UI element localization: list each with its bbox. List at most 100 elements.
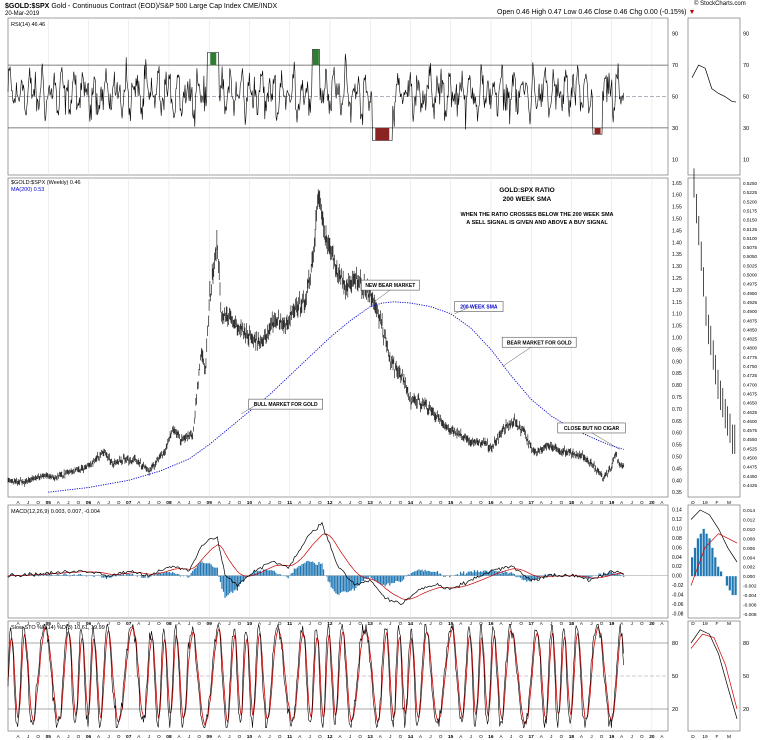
zoom-macd-hist-bar	[699, 533, 702, 577]
macd-hist-bar	[261, 572, 263, 576]
zoom-price-tick-label: 0.5075	[743, 245, 757, 250]
month-tick-label: A	[218, 621, 222, 626]
month-tick-label: J	[67, 500, 69, 505]
macd-hist-bar	[68, 575, 71, 577]
macd-hist-bar	[519, 575, 522, 578]
month-tick-label: O	[278, 621, 282, 626]
macd-hist-bar	[153, 574, 155, 576]
macd-hist-bar	[242, 575, 245, 582]
macd-hist-bar	[464, 574, 466, 576]
month-tick-label: J	[590, 734, 592, 739]
macd-hist-bar	[507, 573, 509, 576]
year-tick-label: 10	[247, 734, 253, 740]
zoom-x-tick-label: F	[716, 621, 719, 627]
zoom-price-tick-label: 0.4450	[743, 474, 757, 479]
macd-hist-bar	[444, 575, 446, 577]
rsi-tick-label: 10	[672, 157, 678, 163]
month-tick-label: A	[620, 621, 624, 626]
macd-hist-bar	[346, 575, 348, 593]
month-tick-label: O	[77, 500, 81, 505]
zoom-rsi-tick-label: 70	[743, 63, 749, 69]
macd-hist-bar	[399, 575, 402, 583]
macd-hist-bar	[276, 574, 278, 576]
month-tick-label: O	[36, 500, 40, 505]
month-tick-label: O	[278, 500, 282, 505]
annotation-pointer	[374, 289, 391, 302]
zoom-macd-tick-label: 0.002	[743, 565, 755, 571]
month-tick-label: O	[358, 734, 362, 739]
month-tick-label: J	[188, 734, 190, 739]
year-tick-label: 08	[166, 621, 172, 627]
month-tick-label: A	[97, 621, 101, 626]
macd-hist-bar	[296, 567, 298, 576]
macd-hist-bar	[318, 561, 320, 576]
macd-hist-bar	[85, 575, 88, 577]
macd-hist-bar	[364, 575, 366, 579]
zoom-macd-line	[690, 509, 738, 563]
year-tick-label: 19	[609, 734, 615, 740]
zoom-x-tick-label: D	[691, 734, 695, 740]
macd-hist-bar	[115, 575, 117, 577]
macd-hist-bar	[213, 567, 215, 576]
zoom-macd-tick-label: 0.012	[743, 517, 755, 523]
macd-hist-bar	[392, 575, 394, 584]
macd-hist-bar	[73, 574, 75, 576]
zoom-price-tick-label: 0.5125	[743, 227, 757, 232]
macd-hist-bar	[99, 575, 101, 577]
zoom-price-tick-label: 0.4700	[743, 382, 757, 387]
month-tick-label: J	[148, 500, 150, 505]
macd-hist-bar	[132, 573, 134, 576]
macd-hist-bar	[107, 575, 109, 578]
zoom-macd-tick-label: -0.008	[743, 612, 757, 618]
chart-header: $GOLD:$SPX Gold - Continuous Contract (E…	[5, 3, 277, 10]
macd-hist-bar	[150, 575, 152, 577]
macd-hist-bar	[270, 570, 272, 576]
zoom-price-tick-label: 0.4800	[743, 346, 757, 351]
month-tick-label: O	[197, 500, 201, 505]
zoom-price-tick-label: 0.4500	[743, 456, 757, 461]
macd-hist-bar	[149, 575, 151, 578]
macd-hist-bar	[173, 572, 175, 576]
macd-hist-bar	[393, 575, 395, 584]
zoom-price-tick-label: 0.4525	[743, 446, 757, 451]
macd-hist-bar	[195, 567, 197, 576]
year-tick-label: 06	[86, 621, 92, 627]
zoom-sto-tick-label: 20	[743, 707, 749, 713]
month-tick-label: J	[550, 734, 552, 739]
month-tick-label: O	[479, 500, 483, 505]
year-tick-label: 06	[86, 734, 92, 740]
macd-hist-bar	[607, 572, 609, 576]
year-tick-label: 20	[649, 621, 655, 627]
macd-hist-bar	[396, 575, 399, 581]
year-tick-label: 12	[327, 621, 333, 627]
month-tick-label: J	[631, 621, 633, 626]
macd-hist-bar	[233, 575, 235, 591]
macd-hist-bar	[490, 569, 492, 576]
macd-hist-bar	[353, 575, 355, 591]
zoom-rsi-tick-label: 30	[743, 126, 749, 132]
macd-hist-bar	[275, 572, 277, 576]
rsi-overbought-fill	[312, 49, 319, 66]
price-tick-label: 1.35	[672, 252, 682, 258]
macd-hist-bar	[501, 571, 503, 576]
macd-hist-bar	[421, 569, 423, 576]
month-tick-label: J	[148, 621, 150, 626]
macd-hist-bar	[623, 575, 625, 577]
macd-hist-bar	[204, 563, 206, 576]
price-tick-label: 1.40	[672, 240, 682, 246]
month-tick-label: J	[349, 734, 351, 739]
month-tick-label: J	[309, 621, 311, 626]
year-tick-label: 08	[166, 734, 172, 740]
macd-hist-bar	[407, 574, 409, 576]
macd-hist-bar	[207, 563, 209, 576]
year-tick-label: 18	[569, 621, 575, 627]
macd-hist-bar	[492, 570, 494, 576]
month-tick-label: O	[519, 500, 523, 505]
month-tick-label: A	[137, 734, 141, 739]
zoom-macd-tick-label: 0.014	[743, 508, 755, 514]
macd-hist-bar	[209, 563, 211, 576]
annotation-pointer	[591, 432, 620, 450]
macd-hist-bar	[298, 565, 300, 576]
macd-hist-bar	[19, 575, 21, 577]
zoom-macd-hist-bar	[708, 538, 711, 577]
